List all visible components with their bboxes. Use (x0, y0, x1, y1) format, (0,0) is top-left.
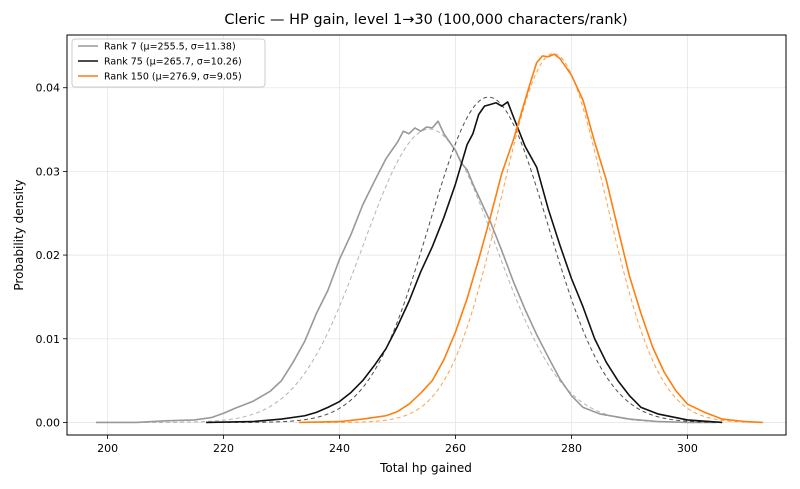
x-axis-label: Total hp gained (379, 461, 472, 475)
series-line-2 (298, 53, 763, 424)
y-tick-label: 0.04 (36, 82, 61, 95)
fit-line-series-1 (206, 96, 723, 423)
y-tick-label: 0.02 (36, 249, 61, 262)
y-tick-label: 0.01 (36, 333, 61, 346)
legend-box (71, 38, 266, 88)
plot-frame (66, 34, 787, 436)
x-tick-label: 200 (97, 442, 118, 455)
series-line-1 (206, 101, 723, 424)
y-axis-label: Probability density (12, 179, 26, 290)
x-tick-label: 240 (329, 442, 350, 455)
series-line-0 (95, 120, 717, 424)
x-tick-label: 280 (561, 442, 582, 455)
chart-title: Cleric — HP gain, level 1→30 (100,000 ch… (224, 12, 627, 28)
x-tick-label: 220 (213, 442, 234, 455)
x-tick-label: 300 (677, 442, 698, 455)
legend: Rank 7 (μ=255.5, σ=11.38) Rank 75 (μ=265… (71, 38, 266, 88)
legend-label-rank150: Rank 150 (μ=276.9, σ=9.05) (104, 72, 242, 83)
fit-line-series-2 (298, 53, 763, 423)
y-tick-label: 0.00 (36, 416, 61, 429)
y-tick-label: 0.03 (36, 165, 61, 178)
legend-label-rank7: Rank 7 (μ=255.5, σ=11.38) (104, 42, 236, 53)
legend-label-rank75: Rank 75 (μ=265.7, σ=10.26) (104, 57, 242, 68)
ticks: 200 220 240 260 280 300 0.00 0.01 0.02 0.03 0.04 (36, 82, 698, 455)
x-tick-label: 260 (445, 442, 466, 455)
series-layer (95, 53, 763, 424)
